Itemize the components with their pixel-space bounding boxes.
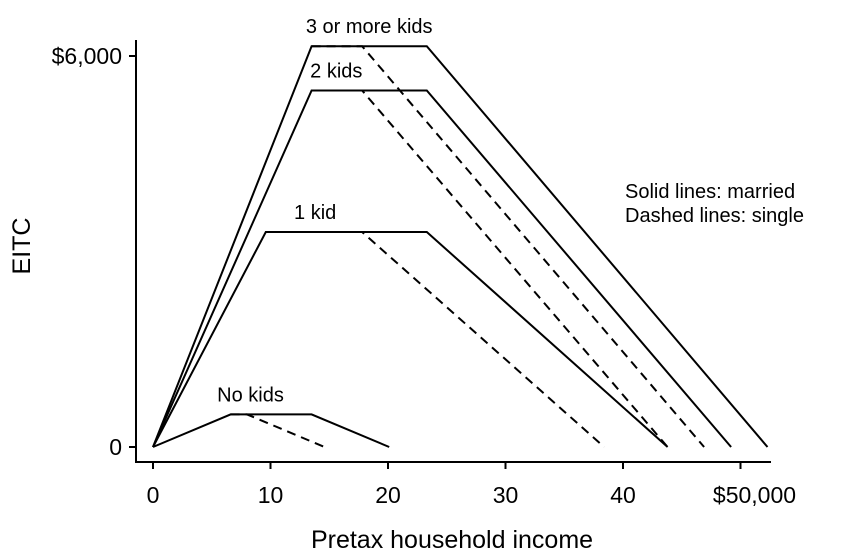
y-tick-label-0: 0 bbox=[109, 434, 122, 460]
series-line-3-or-more-kids-solid bbox=[152, 45, 769, 448]
x-tick-label-0: 0 bbox=[147, 482, 160, 508]
series-line-2-kids-dashed bbox=[311, 89, 669, 448]
y-tick-label-6000: $6,000 bbox=[52, 43, 122, 69]
x-tick-label-30: 30 bbox=[493, 482, 519, 508]
y-axis-title: EITC bbox=[8, 218, 36, 275]
y-axis: 0 $6,000 bbox=[52, 40, 137, 462]
x-tick-label-50: $50,000 bbox=[713, 482, 796, 508]
series-line-1-kid-dashed bbox=[265, 231, 605, 448]
series-labels: 3 or more kids 2 kids 1 kid No kids bbox=[217, 16, 432, 406]
series-line-2-kids-solid bbox=[152, 89, 732, 448]
series-label-1-kid: 1 kid bbox=[294, 202, 336, 224]
note-dashed-lines: Dashed lines: single bbox=[625, 205, 804, 227]
x-tick-label-40: 40 bbox=[610, 482, 636, 508]
plot-lines bbox=[152, 45, 769, 448]
x-tick-label-20: 20 bbox=[375, 482, 401, 508]
x-axis: 0 10 20 30 40 $50,000 bbox=[135, 461, 796, 508]
x-axis-title: Pretax household income bbox=[311, 526, 593, 554]
note-solid-lines: Solid lines: married bbox=[625, 181, 795, 203]
series-line-3-or-more-kids-dashed bbox=[311, 45, 705, 448]
series-line-no-kids-solid bbox=[152, 413, 390, 448]
x-tick-label-10: 10 bbox=[258, 482, 284, 508]
series-line-no-kids-dashed bbox=[230, 413, 325, 448]
series-label-2-kids: 2 kids bbox=[310, 61, 362, 83]
series-label-no-kids: No kids bbox=[217, 384, 284, 406]
series-label-3-or-more-kids: 3 or more kids bbox=[306, 16, 433, 38]
